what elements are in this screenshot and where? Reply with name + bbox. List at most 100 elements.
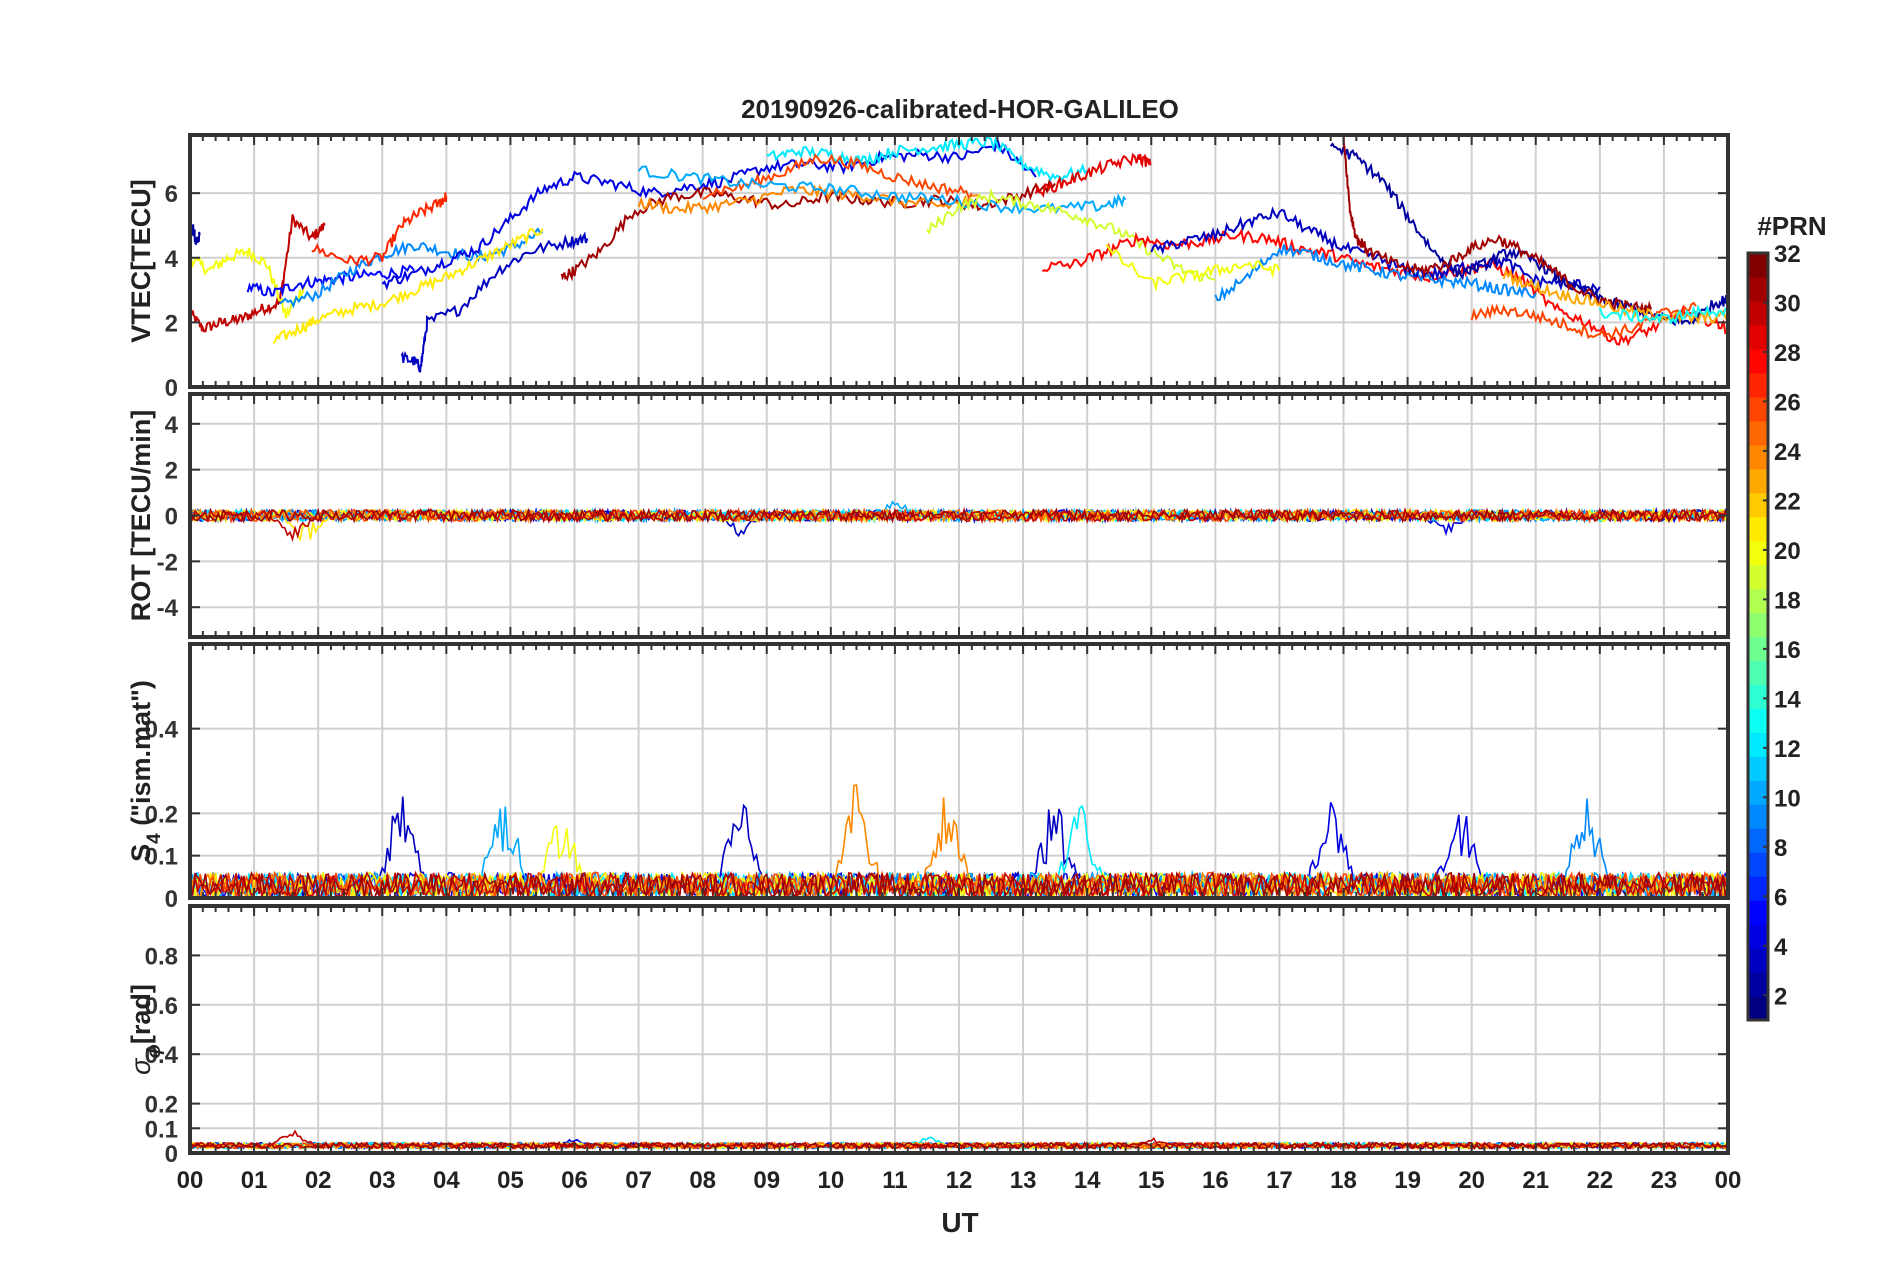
panel-s4: 00.10.20.4S4 ("ism.mat") bbox=[126, 642, 1730, 913]
vtec-series-prn-28 bbox=[1041, 228, 1728, 347]
y-tick-label: 0.4 bbox=[145, 1042, 179, 1069]
panel-rot: -4 -2 0 2 4 ROT [TECU/min] bbox=[126, 392, 1730, 639]
vtec-series-prn-12 bbox=[766, 135, 1088, 183]
colorbar-segment bbox=[1748, 253, 1768, 278]
y-axis-label: σϕ[rad] bbox=[126, 984, 165, 1075]
y-axis-label-rest: [rad] bbox=[126, 984, 156, 1044]
y-tick-label: 0 bbox=[165, 375, 178, 402]
colorbar-tick-label: 28 bbox=[1774, 340, 1801, 367]
x-tick-label: 13 bbox=[1010, 1167, 1037, 1194]
colorbar-tick-label: 24 bbox=[1774, 439, 1801, 466]
x-tick-label: 09 bbox=[753, 1167, 780, 1194]
colorbar-segment bbox=[1748, 900, 1768, 925]
colorbar-segment bbox=[1748, 588, 1768, 614]
chart-title: 20190926-calibrated-HOR-GALILEO bbox=[741, 94, 1179, 124]
colorbar-tick-label: 14 bbox=[1774, 686, 1801, 713]
colorbar-tick-label: 8 bbox=[1774, 835, 1787, 862]
x-tick-label: 18 bbox=[1330, 1167, 1357, 1194]
y-tick-label: 0 bbox=[165, 886, 178, 913]
colorbar-segment bbox=[1748, 300, 1768, 326]
panel-data bbox=[190, 135, 1728, 373]
y-axis-label: S4 ("ism.mat") bbox=[126, 680, 165, 862]
x-tick-label: 07 bbox=[625, 1167, 652, 1194]
vtec-series-prn-3 bbox=[400, 231, 589, 373]
x-tick-label: 01 bbox=[241, 1167, 268, 1194]
colorbar-tick-label: 22 bbox=[1774, 488, 1801, 515]
y-tick-label: 4 bbox=[165, 246, 179, 273]
y-axis-label: ROT [TECU/min] bbox=[126, 410, 156, 621]
x-tick-label: 12 bbox=[946, 1167, 973, 1194]
colorbar-tick-label: 16 bbox=[1774, 637, 1801, 664]
colorbar-tick-label: 12 bbox=[1774, 736, 1801, 763]
colorbar-tick-label: 26 bbox=[1774, 389, 1801, 416]
colorbar-tick-label: 10 bbox=[1774, 785, 1801, 812]
colorbar-segment bbox=[1748, 348, 1768, 374]
y-axis-label-main: σ bbox=[126, 1057, 156, 1075]
y-tick-label: 0.1 bbox=[145, 1116, 178, 1143]
colorbar-tick-label: 4 bbox=[1774, 934, 1788, 961]
x-tick-label: 22 bbox=[1586, 1167, 1613, 1194]
colorbar-segment bbox=[1748, 804, 1768, 829]
colorbar-segment bbox=[1748, 492, 1768, 518]
colorbar-segment bbox=[1748, 276, 1768, 302]
colorbar-segment bbox=[1748, 468, 1768, 494]
colorbar-segment bbox=[1748, 828, 1768, 853]
colorbar-segment bbox=[1748, 948, 1768, 973]
panel-sigma: 00.10.2 0.4 0.6 0.8 σϕ[rad] bbox=[126, 904, 1730, 1168]
y-tick-label: 0.2 bbox=[145, 801, 178, 828]
vtec-series-prn-20 bbox=[1105, 244, 1281, 292]
panel-vtec: 0 2 4 6 VTEC[TECU] bbox=[126, 133, 1730, 402]
x-tick-label: 04 bbox=[433, 1167, 460, 1194]
x-tick-label: 00 bbox=[1715, 1167, 1742, 1194]
x-tick-label: 23 bbox=[1651, 1167, 1678, 1194]
rot-series-prn-31 bbox=[190, 506, 1728, 524]
vtec-series-prn-19 bbox=[926, 187, 1216, 282]
x-tick-label: 15 bbox=[1138, 1167, 1165, 1194]
x-tick-label: 11 bbox=[882, 1167, 907, 1194]
x-tick-label: 03 bbox=[369, 1167, 396, 1194]
y-tick-label: 0.6 bbox=[145, 993, 178, 1020]
x-tick-label: 20 bbox=[1458, 1167, 1485, 1194]
vtec-series-prn-10 bbox=[637, 165, 1127, 215]
colorbar-segment bbox=[1748, 876, 1768, 901]
vtec-series-prn-3 bbox=[1150, 206, 1601, 293]
colorbar-segment bbox=[1748, 660, 1768, 686]
vtec-series-prn-29 bbox=[1034, 152, 1152, 198]
x-axis: 00 01 02 03 04 05 06 07 08 09 10 11 12 13 14 15 16 17 18 19… bbox=[177, 1167, 1742, 1194]
colorbar-segment bbox=[1748, 540, 1768, 566]
colorbar-segment bbox=[1748, 780, 1768, 805]
y-axis-label-subscript: 4 bbox=[144, 833, 165, 844]
colorbar-segment bbox=[1748, 444, 1768, 470]
x-axis-label: UT bbox=[941, 1207, 978, 1238]
colorbar-segment bbox=[1748, 636, 1768, 662]
vtec-series-prn-30 bbox=[190, 214, 326, 333]
colorbar-frame bbox=[1746, 251, 1770, 1022]
colorbar-segment bbox=[1748, 396, 1768, 422]
y-tick-label: 2 bbox=[165, 458, 178, 485]
y-axis-label-main: S bbox=[126, 844, 156, 862]
x-tick-label: 00 bbox=[177, 1167, 204, 1194]
vtec-series-prn-21 bbox=[272, 227, 544, 344]
colorbar-segment bbox=[1748, 732, 1768, 757]
colorbar-tick-label: 6 bbox=[1774, 884, 1787, 911]
x-tick-label: 02 bbox=[305, 1167, 332, 1194]
colorbar-segment bbox=[1748, 972, 1768, 997]
vtec-series-prn-13 bbox=[1598, 304, 1728, 325]
colorbar-segment bbox=[1748, 564, 1768, 590]
y-axis-label-subscript: ϕ bbox=[144, 1044, 165, 1058]
y-tick-label: 0.8 bbox=[145, 943, 178, 970]
y-tick-label: 2 bbox=[165, 310, 178, 337]
x-tick-label: 14 bbox=[1074, 1167, 1101, 1194]
vtec-series-prn-20 bbox=[190, 246, 307, 319]
y-tick-label: 0 bbox=[165, 504, 178, 531]
vtec-series-prn-5 bbox=[246, 264, 416, 297]
x-tick-label: 08 bbox=[689, 1167, 716, 1194]
vtec-series-prn-26 bbox=[702, 153, 973, 201]
colorbar-segment bbox=[1748, 612, 1768, 638]
y-tick-label: 6 bbox=[165, 181, 178, 208]
colorbar-segment bbox=[1748, 708, 1768, 733]
colorbar-tick-label: 18 bbox=[1774, 587, 1801, 614]
x-tick-label: 19 bbox=[1394, 1167, 1421, 1194]
